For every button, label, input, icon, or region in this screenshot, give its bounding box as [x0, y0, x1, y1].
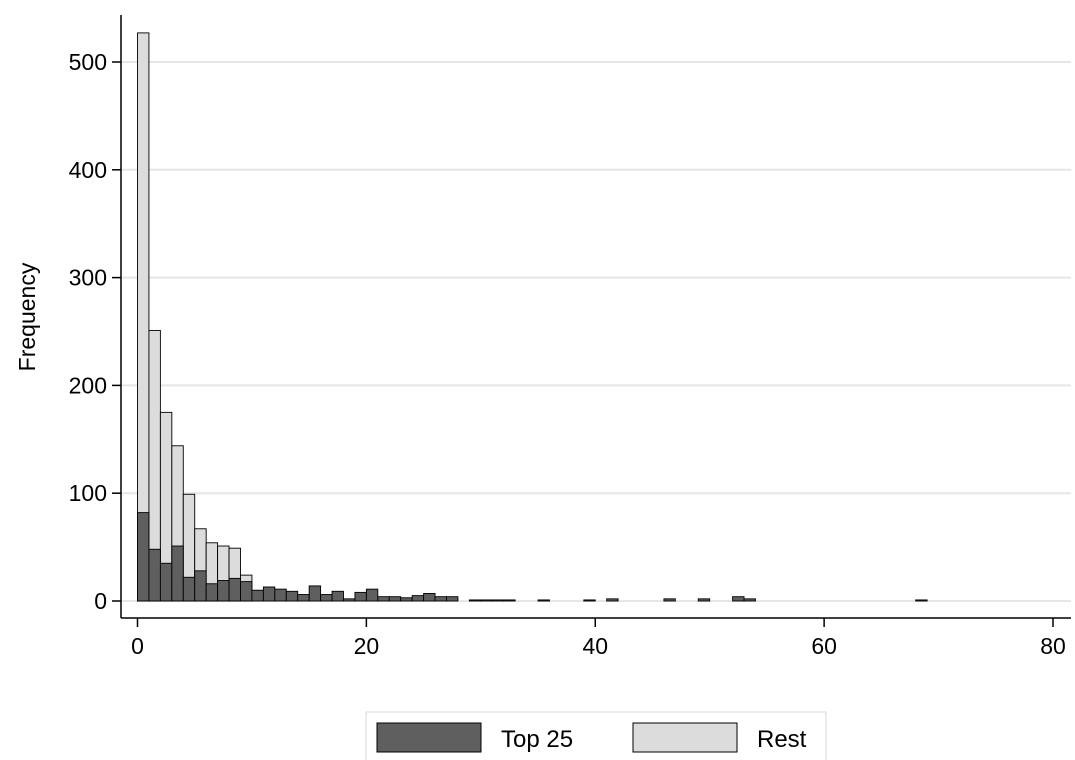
- legend-label-top25: Top 25: [501, 726, 573, 753]
- bar-top-25-bin-6: [205, 583, 219, 602]
- bar-top-25-bin-17: [331, 590, 344, 602]
- bar-top-25-bin-14: [297, 594, 310, 602]
- y-tick-label-500: 500: [69, 49, 107, 75]
- bar-top-25-bin-49: [697, 598, 711, 602]
- bar-top-25-bin-68: [915, 599, 928, 602]
- bar-top-25-bin-25: [423, 593, 436, 602]
- y-tick-label-0: 0: [94, 588, 107, 614]
- bar-top-25-bin-29: [468, 599, 482, 602]
- bar-top-25-bin-39: [583, 599, 596, 602]
- y-axis-title: Frequency: [14, 262, 40, 371]
- y-tick-label-200: 200: [69, 372, 107, 398]
- bar-top-25-bin-31: [491, 599, 505, 602]
- bar-top-25-bin-2: [159, 562, 173, 602]
- bar-top-25-bin-21: [377, 596, 390, 602]
- bar-top-25-bin-18: [343, 598, 356, 602]
- bar-top-25-bin-35: [537, 599, 550, 602]
- bar-top-25-bin-20: [365, 588, 379, 602]
- bar-top-25-bin-9: [240, 581, 253, 602]
- bar-top-25-bin-1: [148, 548, 161, 602]
- histogram-bars: [137, 32, 928, 602]
- bar-top-25-bin-30: [480, 599, 493, 602]
- bar-top-25-bin-27: [446, 596, 459, 602]
- gridlines: [122, 61, 1071, 602]
- bar-top-25-bin-23: [400, 597, 413, 602]
- x-tick-label-80: 80: [1040, 633, 1066, 659]
- y-tick-label-300: 300: [69, 265, 107, 291]
- bar-top-25-bin-41: [606, 598, 619, 602]
- bar-top-25-bin-0: [137, 512, 150, 602]
- bar-top-25-bin-16: [320, 594, 333, 602]
- x-tick-label-0: 0: [131, 633, 144, 659]
- legend: Top 25 Rest: [365, 711, 827, 760]
- bar-top-25-bin-53: [743, 598, 756, 602]
- bar-top-25-bin-8: [228, 577, 241, 602]
- legend-swatch-rest: [632, 722, 738, 753]
- bar-top-25-bin-24: [411, 595, 425, 602]
- bar-top-25-bin-7: [217, 580, 230, 602]
- x-tick-label-20: 20: [354, 633, 380, 659]
- axes: 0 100 200 300 400 500 0 20 40 60 80: [69, 15, 1071, 659]
- bar-top-25-bin-11: [262, 586, 276, 602]
- bar-top-25-bin-32: [503, 599, 516, 602]
- bar-top-25-bin-13: [285, 590, 299, 602]
- bar-top-25-bin-22: [388, 596, 402, 602]
- bar-top-25-bin-15: [308, 585, 322, 602]
- x-tick-label-40: 40: [582, 633, 608, 659]
- bar-top-25-bin-4: [182, 576, 196, 602]
- y-tick-label-400: 400: [69, 157, 107, 183]
- bar-top-25-bin-12: [274, 588, 287, 602]
- bar-top-25-bin-3: [171, 545, 184, 602]
- legend-label-rest: Rest: [757, 726, 807, 753]
- bar-top-25-bin-10: [251, 589, 264, 602]
- y-tick-label-100: 100: [69, 480, 107, 506]
- bar-top-25-bin-52: [732, 596, 745, 602]
- bar-top-25-bin-5: [194, 570, 207, 602]
- legend-swatch-top25: [376, 722, 482, 753]
- x-tick-label-60: 60: [811, 633, 837, 659]
- bar-top-25-bin-46: [663, 598, 676, 602]
- bar-top-25-bin-26: [434, 596, 447, 602]
- bar-top-25-bin-19: [354, 591, 367, 602]
